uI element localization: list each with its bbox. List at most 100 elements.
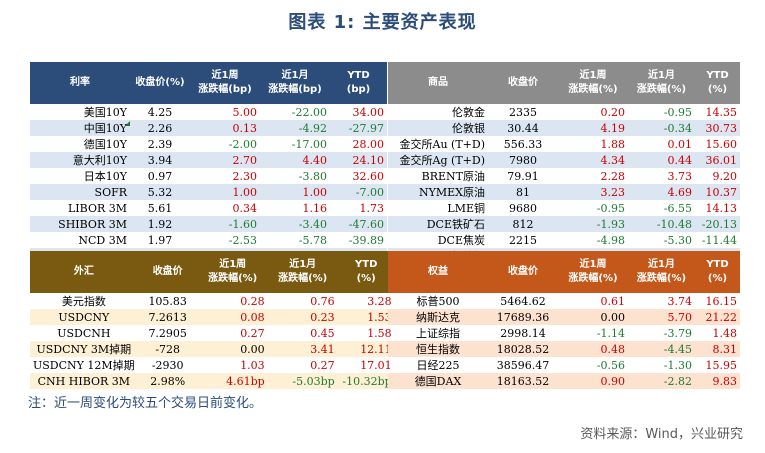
table-cell: 7.2613 <box>137 309 198 325</box>
table-cell: 17.01 <box>360 358 392 372</box>
table-cell: 7980 <box>488 152 558 168</box>
row-label: 上证综指 <box>416 327 460 340</box>
table-cell: 3.74 <box>667 294 693 308</box>
table-cell: -2.53 <box>228 233 257 247</box>
page-title: 图表 1: 主要资产表现 <box>288 12 477 33</box>
table-cell: -6.55 <box>663 201 692 215</box>
table-cell: 0.13 <box>190 120 260 136</box>
table-cell: 8.31 <box>695 341 740 357</box>
row-label: USDCNY 3M掉期 <box>30 341 138 357</box>
table-row: 恒生指数 18028.52 0.48 -4.45 8.31 <box>388 341 740 357</box>
table-cell: 30.44 <box>488 120 558 136</box>
table-cell: -10.32bp <box>337 373 395 389</box>
table-cell: 1.73 <box>359 201 385 215</box>
table-cell: 4.25 <box>147 105 173 119</box>
table-cell: 18163.52 <box>488 373 558 389</box>
table-row: 伦敦银 30.44 4.19 -0.34 30.73 <box>388 120 740 136</box>
table-row: LIBOR 3M 5.61 0.34 1.16 1.73 <box>30 200 387 216</box>
table-cell: 812 <box>488 216 558 232</box>
table-cell: 2.98% <box>137 373 198 389</box>
table-cell: 14.35 <box>705 105 738 119</box>
table-cell: 5464.62 <box>500 294 546 308</box>
table-row: 纳斯达克 17689.36 0.00 5.70 21.22 <box>388 309 740 325</box>
table-cell: 4.61bp <box>197 373 268 389</box>
column-header: 外汇 <box>30 251 138 293</box>
table-row: USDCNY 3M掉期 -728 0.00 3.41 12.11 <box>30 341 395 357</box>
table-cell: -5.03bp <box>267 373 338 389</box>
comment-marker-icon <box>125 121 130 126</box>
table-cell: 32.60 <box>352 169 385 183</box>
commodities-panel: 商品 收盘价 近1周 涨跌幅(%) 近1月 涨跌幅(%) YTD (%) 伦敦金 2335… <box>388 62 740 264</box>
column-header: 权益 <box>388 251 488 293</box>
column-header: 收盘价 <box>488 62 558 104</box>
column-header: 近1月 涨跌幅(%) <box>628 251 695 293</box>
table-header-row: 权益 收盘价 近1周 涨跌幅(%) 近1月 涨跌幅(%) YTD (%) <box>388 251 740 293</box>
table-row: USDCNH 7.2905 0.27 0.45 1.58 <box>30 325 395 341</box>
fx-panel: 外汇 收盘价 近1周 涨跌幅(%) 近1月 涨跌幅(%) YTD (%) 美元指数 105… <box>30 251 395 389</box>
row-label: SHIBOR 3M <box>30 216 130 232</box>
table-cell: 0.45 <box>310 326 335 340</box>
table-row: SHIBOR 3M 1.92 -1.60 -3.40 -47.60 <box>30 216 387 232</box>
table-cell: 9.20 <box>712 169 738 183</box>
table-cell: 5.32 <box>130 184 190 200</box>
column-header: 近1周 涨跌幅(%) <box>558 62 628 104</box>
table-cell: 1.53 <box>337 309 395 325</box>
row-label: SOFR <box>30 184 130 200</box>
row-label: 伦敦金 <box>452 106 485 119</box>
table-cell: 30.73 <box>695 120 740 136</box>
row-label: USDCNH <box>57 326 111 340</box>
row-label: 标普500 <box>416 295 460 308</box>
table-cell: 3.41 <box>267 341 338 357</box>
table-cell: 0.97 <box>147 169 173 183</box>
rates-table: 利率 收盘价(%) 近1周 涨跌幅(bp) 近1月 涨跌幅(bp) YTD (bp) 美… <box>30 62 387 264</box>
table-header-row: 外汇 收盘价 近1周 涨跌幅(%) 近1月 涨跌幅(%) YTD (%) <box>30 251 395 293</box>
table-cell: 2998.14 <box>500 326 546 340</box>
table-cell: -3.80 <box>298 169 327 183</box>
table-cell: -3.40 <box>260 216 330 232</box>
row-label: 金交所Ag (T+D) <box>388 152 488 168</box>
row-label: CNH HIBOR 3M <box>30 373 138 389</box>
table-cell: 3.73 <box>667 169 693 183</box>
equity-panel: 权益 收盘价 近1周 涨跌幅(%) 近1月 涨跌幅(%) YTD (%) 标普500 54… <box>388 251 740 389</box>
table-cell: -4.98 <box>596 233 625 247</box>
table-row: 德国DAX 18163.52 0.90 -2.82 9.83 <box>388 373 740 389</box>
row-label: 意大利10Y <box>30 152 130 168</box>
table-row: 日经225 38596.47 -0.56 -1.30 15.95 <box>388 357 740 373</box>
table-row: NCD 3M 1.97 -2.53 -5.78 -39.89 <box>30 232 387 248</box>
column-header: 商品 <box>388 62 488 104</box>
column-header: 收盘价 <box>137 251 198 293</box>
table-cell: -4.45 <box>628 341 695 357</box>
table-cell: 1.00 <box>260 184 330 200</box>
table-row: 美元指数 105.83 0.28 0.76 3.28 <box>30 293 395 309</box>
table-cell: 2215 <box>509 233 537 247</box>
table-cell: 4.19 <box>558 120 628 136</box>
table-cell: -0.95 <box>596 201 625 215</box>
row-label: DCE焦炭 <box>437 234 485 247</box>
table-cell: -2.82 <box>628 373 695 389</box>
column-header: 利率 <box>30 62 130 104</box>
commodities-table: 商品 收盘价 近1周 涨跌幅(%) 近1月 涨跌幅(%) YTD (%) 伦敦金 2335… <box>388 62 740 264</box>
table-row: SOFR 5.32 1.00 1.00 -7.00 <box>30 184 387 200</box>
table-cell: 2.28 <box>600 169 626 183</box>
table-row: DCE铁矿石 812 -1.93 -10.48 -20.13 <box>388 216 740 232</box>
table-cell: -11.44 <box>701 233 737 247</box>
table-cell: 2.30 <box>232 169 258 183</box>
table-cell: -2.00 <box>228 137 257 151</box>
row-label: USDCNY 12M掉期 <box>33 359 135 372</box>
table-row: DCE焦炭 2215 -4.98 -5.30 -11.44 <box>388 232 740 248</box>
table-cell: 0.01 <box>667 137 693 151</box>
table-cell: 3.94 <box>130 152 190 168</box>
table-cell: 7.2905 <box>148 326 187 340</box>
column-header: YTD (%) <box>337 251 395 293</box>
table-cell: 1.00 <box>190 184 260 200</box>
table-cell: -7.00 <box>330 184 387 200</box>
table-row: LME铜 9680 -0.95 -6.55 14.13 <box>388 200 740 216</box>
row-label: 美国10Y <box>83 106 127 119</box>
table-cell: 5.00 <box>232 105 258 119</box>
table-cell: 5.61 <box>147 201 173 215</box>
table-cell: -20.13 <box>695 216 740 232</box>
column-header: YTD (bp) <box>330 62 387 104</box>
row-label: USDCNY <box>30 309 138 325</box>
table-cell: -728 <box>137 341 198 357</box>
row-label: DCE铁矿石 <box>388 216 488 232</box>
